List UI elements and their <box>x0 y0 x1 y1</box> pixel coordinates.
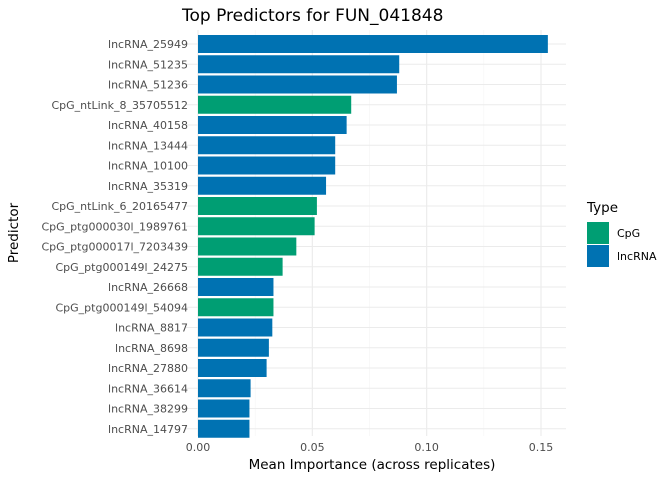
y-tick-label: lncRNA_38299 <box>108 403 188 416</box>
legend-label-cpg: CpG <box>617 227 640 240</box>
bar-lncrna-8817 <box>198 318 273 337</box>
bar-cpg-ptg000030l-1989761 <box>198 217 315 236</box>
x-tick-label: 0.10 <box>414 441 439 454</box>
y-tick-label: lncRNA_14797 <box>108 423 188 436</box>
y-tick-label: lncRNA_10100 <box>108 160 188 173</box>
y-tick-label: lncRNA_40158 <box>108 119 188 132</box>
y-tick-label: lncRNA_26668 <box>108 281 188 294</box>
y-tick-labels: lncRNA_25949 lncRNA_51235 lncRNA_51236 CpG_… <box>41 38 188 436</box>
y-tick-label: lncRNA_51235 <box>108 58 188 71</box>
x-tick-label: 0.15 <box>529 441 554 454</box>
legend-title: Type <box>586 200 618 216</box>
y-tick-label: lncRNA_25949 <box>108 38 188 51</box>
legend-swatch-lncrna <box>587 245 609 267</box>
y-tick-label: CpG_ptg000030l_1989761 <box>41 220 188 233</box>
y-tick-label: lncRNA_51236 <box>108 79 188 92</box>
bar-lncrna-40158 <box>198 116 347 134</box>
bar-lncrna-10100 <box>198 156 336 175</box>
bar-cpg-ptg000149l-54094 <box>198 298 274 317</box>
bar-lncrna-36614 <box>198 379 251 398</box>
bar-cpg-ptg000017l-7203439 <box>198 237 297 256</box>
x-tick-labels: 0.00 0.05 0.10 0.15 <box>186 441 554 454</box>
bar-lncrna-25949 <box>198 35 548 53</box>
y-tick-label: CpG_ptg000017l_7203439 <box>41 241 188 254</box>
bar-lncrna-35319 <box>198 176 327 195</box>
bar-lncrna-51236 <box>198 75 397 94</box>
y-tick-label: lncRNA_27880 <box>108 362 188 375</box>
y-tick-label: lncRNA_36614 <box>108 382 188 395</box>
x-tick-label: 0.00 <box>186 441 211 454</box>
chart-title: Top Predictors for FUN_041848 <box>181 6 443 26</box>
y-tick-label: CpG_ntLink_8_35705512 <box>52 99 189 112</box>
y-tick-label: lncRNA_8817 <box>115 322 188 335</box>
y-axis-label: Predictor <box>6 202 22 263</box>
legend: Type CpG lncRNA <box>586 200 657 267</box>
y-tick-label: CpG_ptg000149l_54094 <box>55 301 188 314</box>
y-tick-label: lncRNA_8698 <box>115 342 188 355</box>
bar-cpg-ptg000149l-24275 <box>198 257 283 276</box>
bar-lncrna-8698 <box>198 338 269 357</box>
x-tick-label: 0.05 <box>300 441 325 454</box>
bar-lncrna-26668 <box>198 278 274 296</box>
bar-lncrna-38299 <box>198 399 250 418</box>
bar-lncrna-13444 <box>198 136 336 155</box>
bar-cpg-ntlink-8-35705512 <box>198 95 352 114</box>
bar-cpg-ntlink-6-20165477 <box>198 197 317 215</box>
x-axis-label: Mean Importance (across replicates) <box>249 457 496 473</box>
legend-swatch-cpg <box>587 222 609 244</box>
y-tick-label: CpG_ptg000149l_24275 <box>55 261 188 274</box>
legend-label-lncrna: lncRNA <box>617 250 657 263</box>
bar-lncrna-14797 <box>198 419 250 438</box>
bar-lncrna-27880 <box>198 359 267 377</box>
y-tick-label: CpG_ntLink_6_20165477 <box>52 200 189 213</box>
bar-lncrna-51235 <box>198 55 400 74</box>
bars-group <box>198 35 548 438</box>
y-tick-label: lncRNA_35319 <box>108 180 188 193</box>
y-tick-label: lncRNA_13444 <box>108 139 188 152</box>
